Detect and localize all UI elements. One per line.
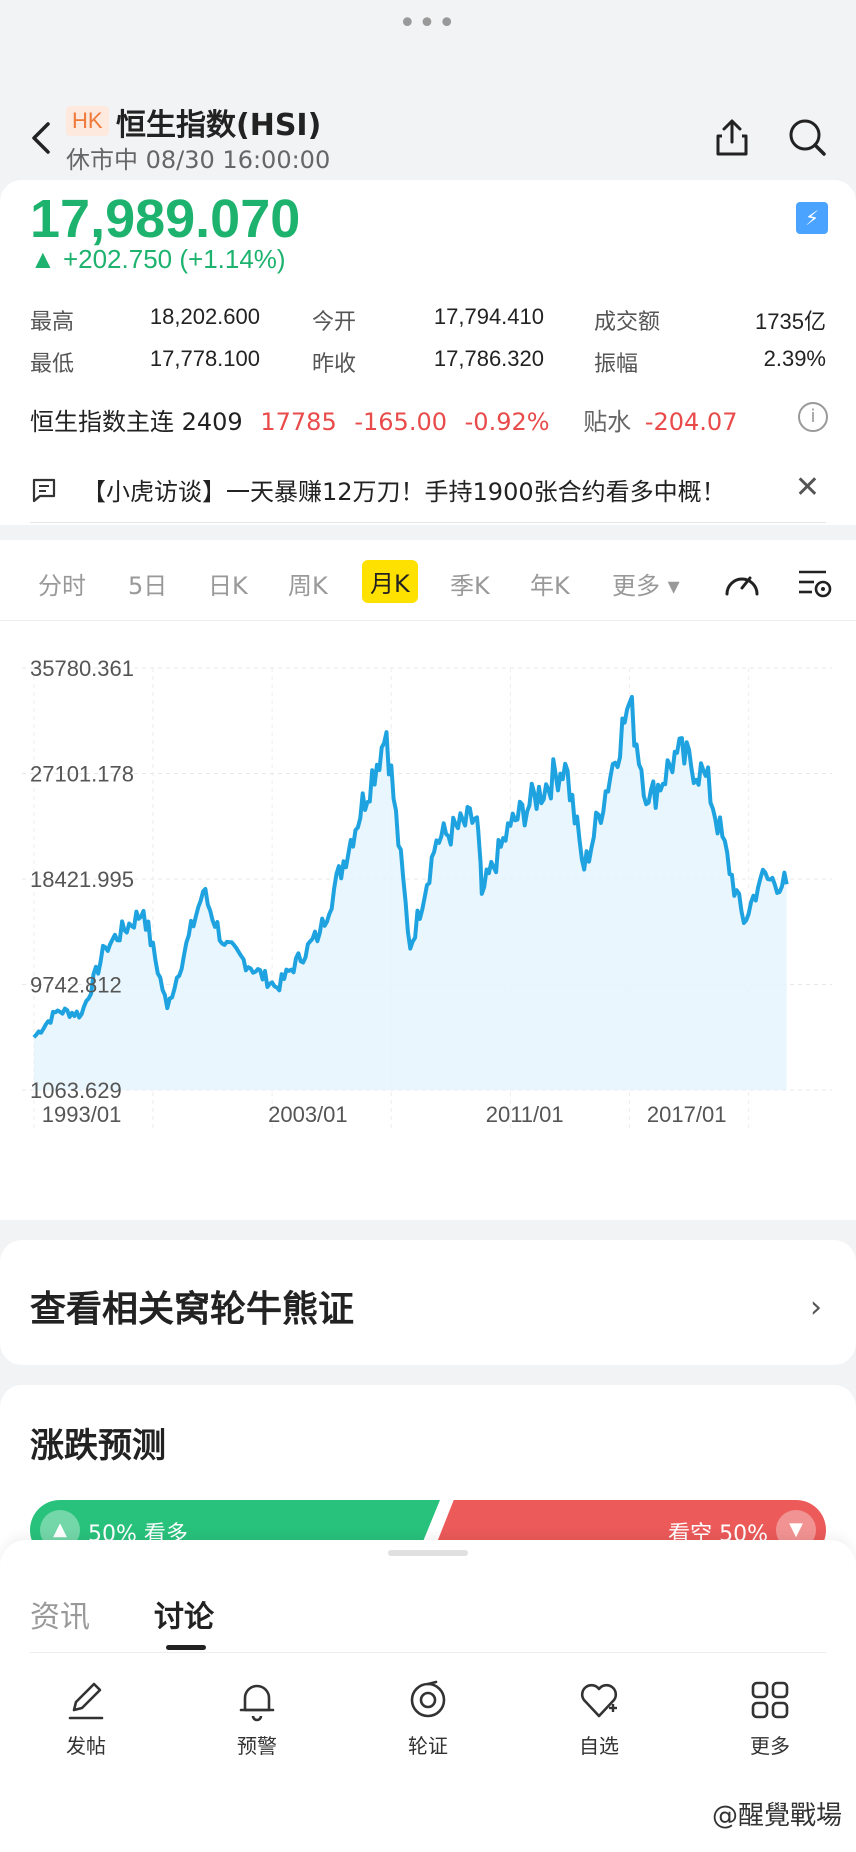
x-tick-label: 2017/01	[647, 1102, 727, 1127]
stat-prevclose-label: 昨收	[312, 352, 357, 377]
warrant-icon	[410, 1680, 446, 1718]
price-area	[33, 696, 787, 1090]
x-axis-ticks: 1993/01 2003/01 2011/01 2017/01	[42, 1102, 727, 1127]
warrants-link-label[interactable]: 查看相关窝轮牛熊证	[30, 1289, 355, 1330]
chart-period-tabs: 分时 5日 日K 周K 月K 季K 年K 更多 ▾	[0, 560, 856, 610]
divider	[30, 1652, 826, 1653]
gauge-icon[interactable]	[722, 566, 762, 600]
stat-open-label: 今开	[312, 310, 357, 335]
tab-quarterly-k[interactable]: 季K	[450, 572, 490, 600]
discount-label: 贴水	[583, 408, 632, 436]
news-banner[interactable]: 【小虎访谈】一天暴赚12万刀！手持1900张合约看多中概！ ✕	[30, 470, 830, 520]
grid-icon	[751, 1681, 789, 1719]
discount-value: -204.07	[644, 408, 738, 436]
page-title: 恒生指数(HSI)	[116, 108, 322, 143]
futures-name: 恒生指数主连 2409	[30, 408, 243, 436]
tab-weekly-k[interactable]: 周K	[288, 572, 328, 600]
tab-discussion[interactable]: 讨论	[154, 1600, 214, 1635]
share-icon[interactable]	[710, 116, 754, 160]
stat-prevclose-value: 17,786.320	[433, 346, 544, 371]
bottom-sheet	[0, 1540, 856, 1852]
sheet-drag-handle[interactable]	[388, 1550, 468, 1556]
message-icon	[32, 478, 56, 503]
chevron-right-icon[interactable]: ›	[810, 1290, 822, 1325]
tab-daily-k[interactable]: 日K	[208, 572, 248, 600]
info-icon[interactable]: i	[798, 402, 828, 432]
nav-post-label: 发帖	[66, 1734, 106, 1758]
stat-low-value: 17,778.100	[149, 346, 260, 371]
stat-high-label: 最高	[30, 310, 75, 335]
price-line	[32, 694, 789, 1039]
tab-yearly-k[interactable]: 年K	[530, 572, 570, 600]
price-change: ▲ +202.750 (+1.14%)	[30, 244, 286, 274]
nav-more-label: 更多	[750, 1734, 790, 1758]
x-tick-label: 1993/01	[42, 1102, 122, 1127]
nav-post[interactable]: 发帖	[36, 1678, 136, 1759]
nav-warrants-label: 轮证	[408, 1734, 448, 1758]
y-tick-label: 1063.629	[30, 1078, 122, 1103]
stat-turnover-value: 1735亿	[755, 309, 826, 334]
level2-icon[interactable]: ⚡	[796, 202, 828, 234]
futures-pct: -0.92%	[464, 408, 550, 436]
x-tick-label: 2011/01	[486, 1102, 564, 1127]
nav-alert[interactable]: 预警	[207, 1678, 307, 1759]
pencil-icon	[68, 1682, 104, 1720]
back-arrow-icon[interactable]	[28, 120, 58, 156]
stat-high-value: 18,202.600	[149, 304, 260, 329]
tab-intraday[interactable]: 分时	[38, 572, 86, 600]
futures-change: -165.00	[354, 408, 447, 436]
y-axis-ticks: 35780.361 27101.178 18421.995 9742.812 1063.…	[30, 656, 134, 1103]
active-tab-indicator	[166, 1645, 206, 1650]
stat-amplitude-label: 振幅	[594, 352, 639, 377]
x-tick-label: 2003/01	[268, 1102, 348, 1127]
y-tick-label: 27101.178	[30, 762, 134, 787]
prediction-title: 涨跌预测	[30, 1426, 166, 1466]
y-tick-label: 9742.812	[30, 973, 122, 998]
tab-news[interactable]: 资讯	[30, 1600, 90, 1635]
price-chart[interactable]: 35780.361 27101.178 18421.995 9742.812 1063.…	[0, 630, 856, 1230]
market-badge: HK	[66, 106, 109, 136]
tab-more[interactable]: 更多 ▾	[612, 572, 680, 600]
nav-warrants[interactable]: 轮证	[378, 1678, 478, 1759]
divider	[30, 522, 826, 523]
quote-card	[0, 180, 856, 525]
y-tick-label: 18421.995	[30, 867, 134, 892]
stat-amplitude-value: 2.39%	[763, 346, 826, 371]
stat-low-label: 最低	[30, 352, 75, 377]
last-price: 17,989.070	[30, 189, 301, 249]
heart-plus-icon	[580, 1683, 618, 1718]
futures-row[interactable]: 恒生指数主连 2409 17785 -165.00 -0.92% 贴水 -204…	[30, 402, 737, 437]
stat-open-value: 17,794.410	[433, 304, 544, 329]
nav-watchlist[interactable]: 自选	[549, 1678, 649, 1759]
window-grabber[interactable]: •••	[398, 6, 458, 41]
news-text: 【小虎访谈】一天暴赚12万刀！手持1900张合约看多中概！	[82, 478, 726, 506]
futures-price: 17785	[260, 408, 337, 436]
divider	[0, 620, 856, 621]
warrants-link-card[interactable]	[0, 1240, 856, 1365]
nav-watchlist-label: 自选	[579, 1734, 619, 1758]
close-icon[interactable]: ✕	[794, 470, 820, 505]
y-tick-label: 35780.361	[30, 656, 134, 681]
chart-settings-icon[interactable]	[796, 566, 834, 600]
bell-icon	[239, 1684, 275, 1722]
stat-turnover-label: 成交额	[594, 310, 661, 335]
tab-5day[interactable]: 5日	[128, 572, 168, 600]
tab-monthly-k[interactable]: 月K	[362, 560, 418, 603]
search-icon[interactable]	[786, 116, 830, 160]
market-status: 休市中 08/30 16:00:00	[66, 146, 331, 174]
bottom-nav: 发帖 预警 轮证 自选 更多	[0, 1660, 856, 1780]
watermark: @醒覺戰場	[711, 1801, 842, 1831]
nav-alert-label: 预警	[237, 1734, 277, 1758]
nav-more[interactable]: 更多	[720, 1678, 820, 1759]
